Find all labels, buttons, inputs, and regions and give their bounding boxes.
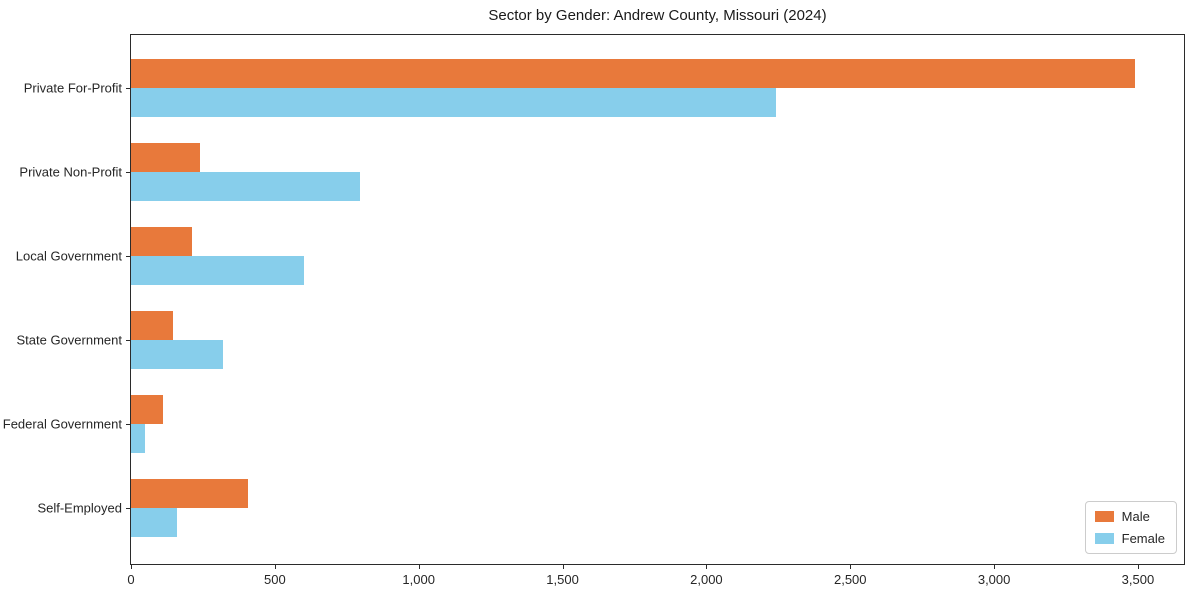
x-axis-tick [706,564,708,569]
bar-female-6 [131,508,177,537]
bar-male-1 [131,59,1136,88]
y-axis-label: Self-Employed [37,500,122,516]
x-axis-tick [994,564,996,569]
legend-swatch-male [1094,511,1114,522]
x-axis-label: 2,000 [690,572,723,587]
x-axis-tick [562,564,564,569]
legend-label-female: Female [1121,531,1165,546]
legend-entry-female: Female [1094,531,1165,546]
x-axis-label: 3,000 [977,572,1011,587]
x-axis-tick [850,564,852,569]
plot-area: Private For-Profit Private Non-Profit Loca… [3,34,1185,587]
bar-female-4 [131,340,224,369]
bar-female-2 [131,172,360,201]
bar-male-6 [131,479,249,508]
legend: Male Female [1084,501,1177,554]
x-axis-label: 3,500 [1121,572,1155,587]
y-axis-tick [126,172,131,173]
bar-female-5 [131,424,146,453]
x-axis-label: 1,000 [402,572,435,587]
legend-entry-male: Male [1094,509,1165,524]
chart-title: Sector by Gender: Andrew County, Missour… [488,7,827,24]
x-axis-label: 0 [127,572,135,587]
x-axis-label: 2,500 [833,572,867,587]
legend-swatch-female [1094,533,1114,544]
y-axis-label: Local Government [15,248,122,264]
y-axis-tick [126,88,131,89]
bar-male-4 [131,311,173,340]
y-axis-tick [126,256,131,257]
y-axis-tick [126,508,131,509]
x-axis-label: 1,500 [546,572,579,587]
x-axis-tick [1137,564,1139,569]
bar-male-5 [131,395,163,424]
y-axis-tick [126,340,131,341]
x-axis-label: 500 [263,572,286,587]
bar-male-2 [131,143,200,172]
x-axis-tick [131,564,132,569]
y-axis-tick [126,424,131,425]
y-axis-label: Federal Government [2,416,122,432]
bar-female-1 [131,88,776,117]
bar-male-3 [131,227,192,256]
x-axis-tick [274,564,276,569]
y-axis-label: Private Non-Profit [19,164,122,180]
legend-label-male: Male [1121,509,1150,524]
bar-female-3 [131,256,304,285]
y-axis-label: State Government [16,332,123,348]
y-axis-label: Private For-Profit [23,80,122,96]
x-axis-tick [418,564,420,569]
